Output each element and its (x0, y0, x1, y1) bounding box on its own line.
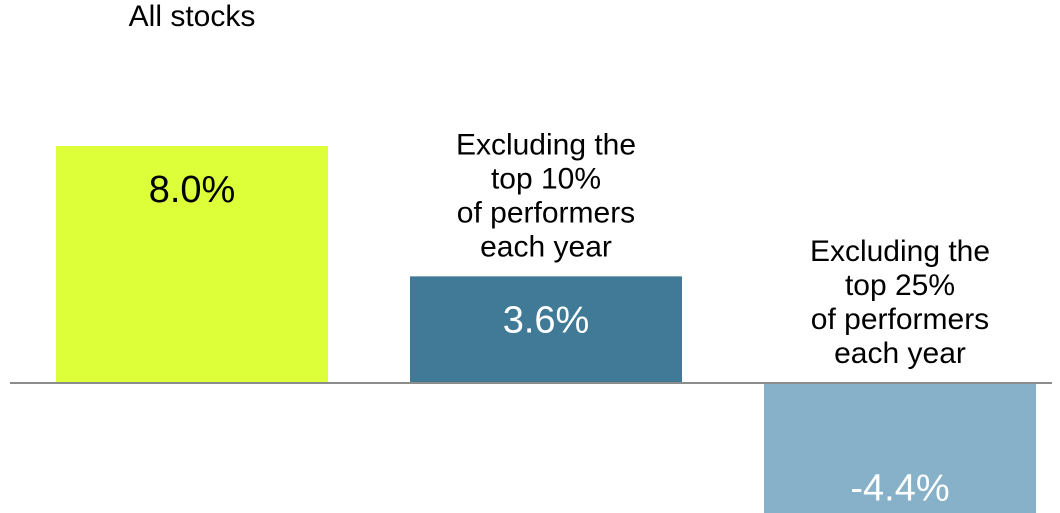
category-label-2-line-1: Excluding the (456, 128, 636, 161)
category-label-2: Excluding the top 10% of performers each ye… (456, 128, 636, 263)
category-label-3-line-4: each year (834, 337, 966, 370)
data-labels-group: 8.0% 3.6% -4.4% (149, 169, 950, 509)
bar-3 (764, 384, 1036, 513)
category-label-2-line-4: each year (480, 230, 612, 263)
category-label-3-line-3: of performers (811, 303, 989, 336)
data-label-2: 3.6% (503, 299, 590, 341)
category-label-2-line-3: of performers (457, 196, 635, 229)
data-label-3: -4.4% (850, 467, 949, 509)
category-label-3: Excluding the top 25% of performers each ye… (810, 235, 990, 370)
bars-group (56, 146, 1036, 513)
data-label-1: 8.0% (149, 169, 236, 211)
category-label-1: All stocks (129, 0, 256, 33)
bar-1 (56, 146, 328, 383)
bar-2 (410, 276, 682, 383)
category-label-3-line-2: top 25% (845, 269, 955, 302)
category-label-2-line-2: top 10% (491, 162, 601, 195)
category-label-1-line-1: All stocks (129, 0, 256, 33)
category-label-3-line-1: Excluding the (810, 235, 990, 268)
